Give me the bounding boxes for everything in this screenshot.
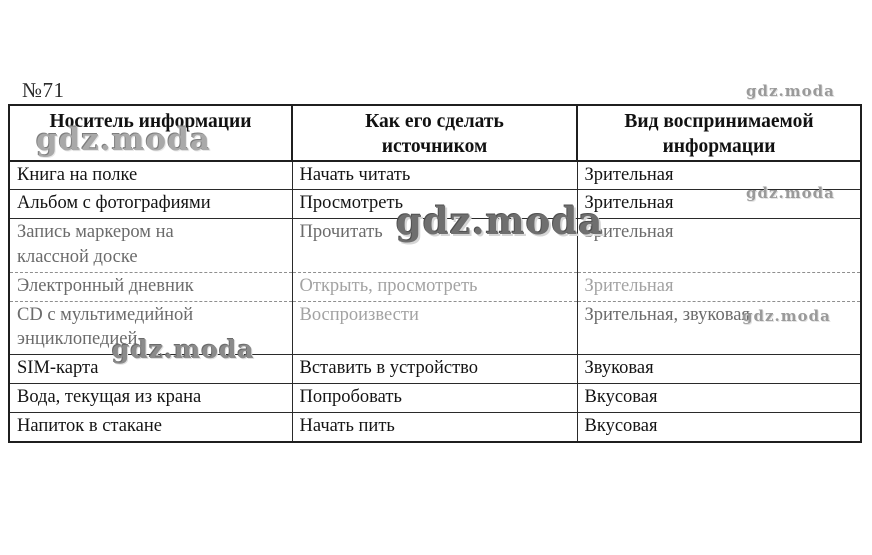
cell-perception: Зрительная: [576, 218, 862, 273]
table-row: SIM-карта Вставить в устройство Звуковая: [8, 354, 862, 384]
cell-perception: Звуковая: [576, 354, 862, 384]
cell-action: Начать читать: [291, 160, 578, 191]
cell-carrier: Книга на полке: [8, 160, 293, 191]
cell-perception: Вкусовая: [576, 382, 862, 413]
cell-carrier: Запись маркером на классной доске: [8, 218, 293, 273]
table-row: Вода, текущая из крана Попробовать Вкусова…: [8, 382, 862, 413]
cell-perception: Зрительная, звуковая: [576, 300, 862, 356]
table-header: Носитель информации Как его сделать исто…: [8, 104, 862, 162]
table-row: Запись маркером на классной доске Прочита…: [8, 218, 862, 273]
cell-perception: Зрительная: [576, 271, 862, 302]
table-row: CD с мультимедийной энциклопедией Воспрои…: [8, 300, 862, 356]
task-number-label: №71: [22, 78, 65, 102]
column-header-action: Как его сделать источником: [291, 104, 578, 162]
cell-action: Открыть, просмотреть: [291, 271, 578, 302]
header-row: Носитель информации Как его сделать исто…: [8, 104, 862, 162]
cell-carrier: CD с мультимедийной энциклопедией: [8, 300, 293, 356]
watermark: gdz.moda: [746, 82, 835, 100]
cell-action: Воспроизвести: [291, 300, 578, 356]
cell-carrier: Напиток в стакане: [8, 411, 293, 443]
table-row: Альбом с фотографиями Просмотреть Зрительн…: [8, 189, 862, 220]
cell-action: Попробовать: [291, 382, 578, 413]
column-header-perception: Вид воспринимаемой информации: [576, 104, 862, 162]
table-row: Книга на полке Начать читать Зрительная: [8, 160, 862, 191]
cell-action: Начать пить: [291, 411, 578, 443]
cell-action: Просмотреть: [291, 189, 578, 220]
cell-carrier: Электронный дневник: [8, 271, 293, 302]
cell-perception: Зрительная: [576, 160, 862, 191]
cell-action: Вставить в устройство: [291, 354, 578, 384]
column-header-carrier: Носитель информации: [8, 104, 293, 162]
cell-carrier: Вода, текущая из крана: [8, 382, 293, 413]
cell-carrier: Альбом с фотографиями: [8, 189, 293, 220]
cell-carrier: SIM-карта: [8, 354, 293, 384]
table-body: Книга на полке Начать читать Зрительная Аль…: [8, 160, 862, 443]
cell-action: Прочитать: [291, 218, 578, 273]
answers-table: Носитель информации Как его сделать исто…: [8, 104, 862, 443]
cell-perception: Зрительная: [576, 189, 862, 220]
table-row: Напиток в стакане Начать пить Вкусовая: [8, 411, 862, 443]
table-row: Электронный дневник Открыть, просмотреть З…: [8, 271, 862, 302]
cell-perception: Вкусовая: [576, 411, 862, 443]
